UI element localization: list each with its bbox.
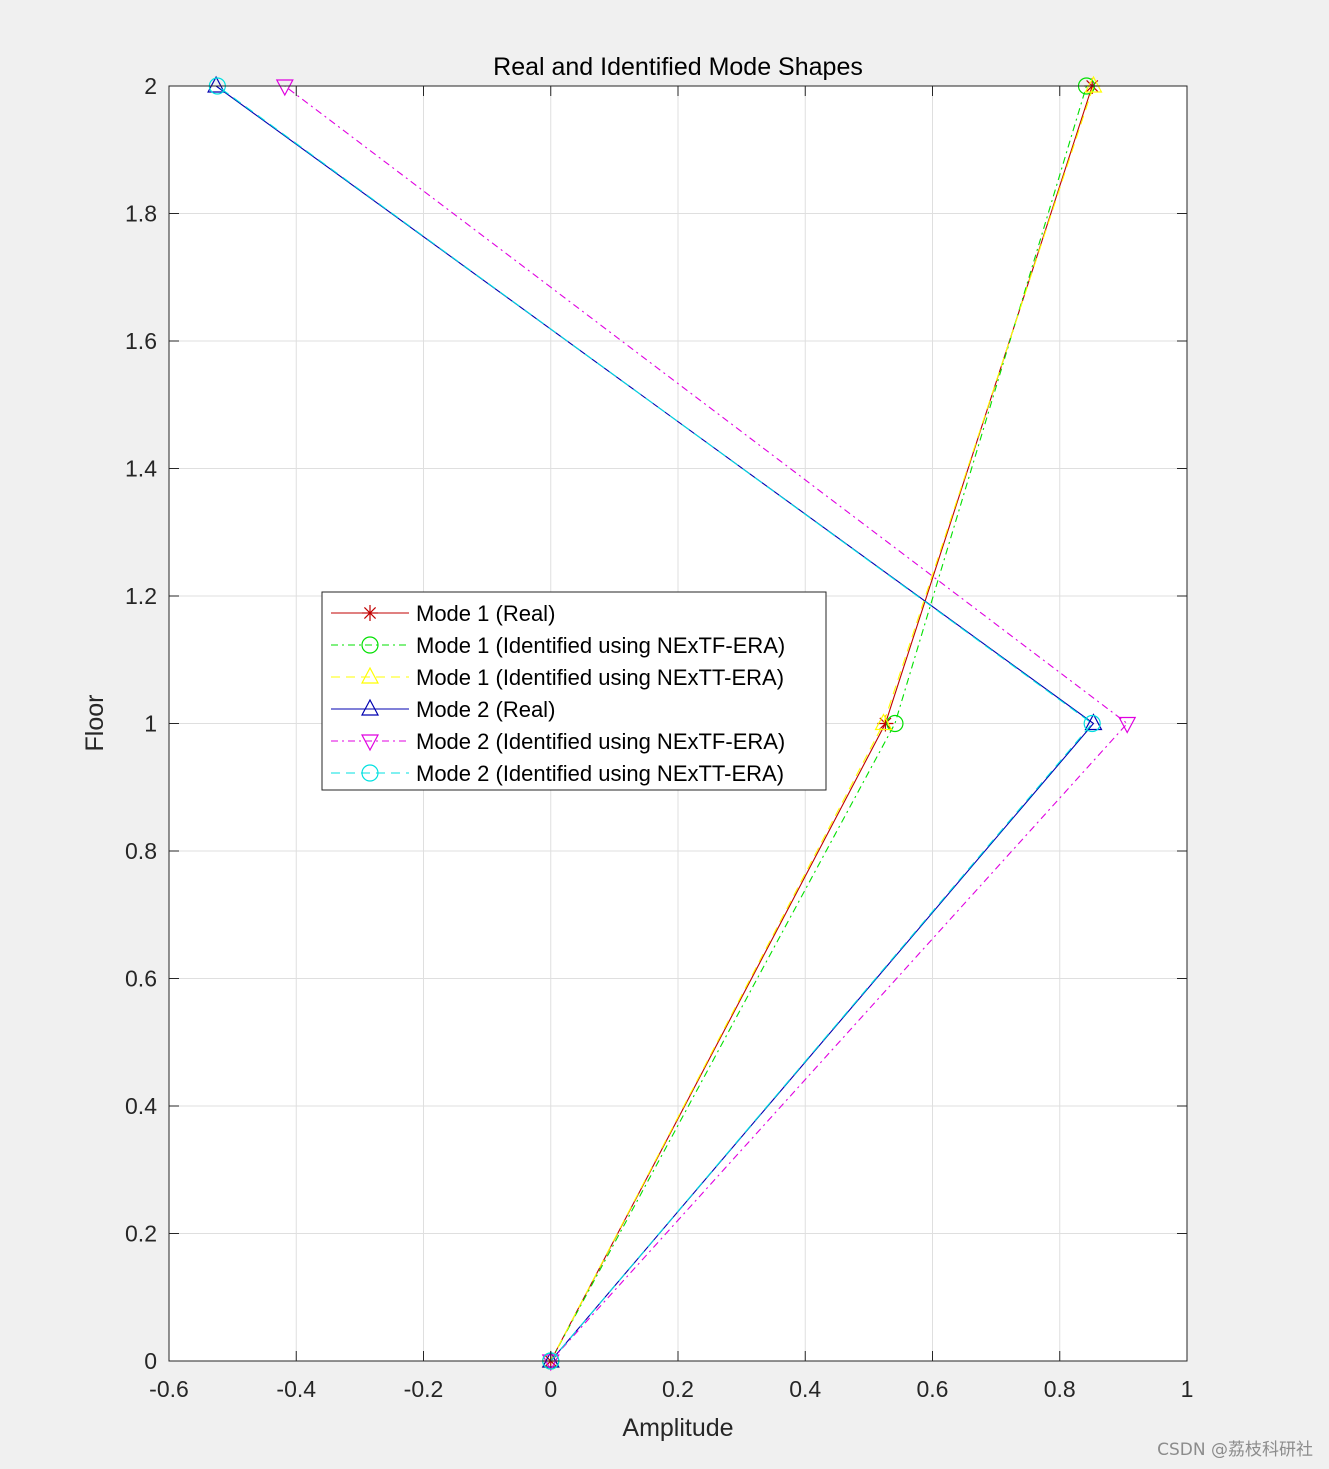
marker-legend-3 [361, 666, 379, 684]
legend-label: Mode 2 (Identified using NExTT-ERA) [416, 761, 784, 786]
x-tick-label: -0.2 [404, 1376, 444, 1402]
watermark: CSDN @荔枝科研社 [1157, 1440, 1313, 1460]
y-tick-label: 1 [144, 711, 157, 737]
marker-series-4 [207, 75, 226, 93]
marker-series-5 [1118, 716, 1137, 734]
y-tick-label: 1.8 [125, 201, 157, 227]
x-tick-label: 0.4 [789, 1376, 821, 1402]
series-4 [207, 75, 1103, 1368]
x-tick-label: -0.4 [276, 1376, 316, 1402]
marker-series-2 [886, 714, 904, 733]
x-tick-label: 1 [1181, 1376, 1194, 1402]
legend-label: Mode 1 (Identified using NExTF-ERA) [416, 633, 785, 658]
legend-entry-1: Mode 1 (Real) [331, 601, 555, 626]
legend-label: Mode 1 (Identified using NExTT-ERA) [416, 665, 784, 690]
marker-legend-6 [361, 764, 379, 782]
legend-box [321, 591, 827, 791]
legend-entry-4: Mode 2 (Real) [331, 697, 555, 722]
series-layer [207, 75, 1137, 1372]
legend-label: Mode 1 (Real) [416, 601, 555, 626]
legend: Mode 1 (Real) Mode 1 (Identified using NE… [321, 591, 827, 791]
legend-entry-2: Mode 1 (Identified using NExTF-ERA) [331, 633, 785, 658]
x-tick-label: 0 [544, 1376, 557, 1402]
x-tick-label: 0.6 [917, 1376, 949, 1402]
series-line-4 [215, 85, 1095, 1362]
y-tick-label: 1.2 [125, 583, 157, 609]
y-axis-title: Floor [81, 695, 109, 752]
x-tick-label: -0.6 [149, 1376, 189, 1402]
marker-series-6 [1083, 714, 1101, 733]
grid [168, 85, 1188, 1362]
legend-label: Mode 2 (Real) [416, 697, 555, 722]
x-axis-title: Amplitude [622, 1414, 733, 1442]
x-tick-label: 0.2 [662, 1376, 694, 1402]
marker-legend-4 [361, 698, 379, 716]
y-tick-label: 1.6 [125, 328, 157, 354]
x-tick-label: 0.8 [1044, 1376, 1076, 1402]
series-line-2 [550, 85, 1087, 1362]
marker-series-5 [275, 79, 294, 97]
marker-legend-1 [362, 605, 378, 621]
y-tick-label: 1.4 [125, 456, 157, 482]
legend-entry-6: Mode 2 (Identified using NExTT-ERA) [331, 761, 784, 786]
y-tick-label: 0.6 [125, 966, 157, 992]
y-tick-label: 0.8 [125, 838, 157, 864]
y-tick-label: 0.4 [125, 1093, 157, 1119]
series-line-6 [217, 85, 1094, 1362]
marker-series-4 [541, 1350, 560, 1368]
y-tick-label: 2 [144, 73, 157, 99]
legend-label: Mode 2 (Identified using NExTF-ERA) [416, 729, 785, 754]
legend-entry-3: Mode 1 (Identified using NExTT-ERA) [331, 665, 784, 690]
ticks: -0.6 -0.4 -0.2 0 0.2 0.4 0.6 0.8 1 0 0.2 0.4 0.6 0.8 1… [125, 73, 1193, 1402]
marker-legend-5 [361, 734, 379, 752]
chart-title: Real and Identified Mode Shapes [493, 53, 863, 81]
y-tick-label: 0 [144, 1348, 157, 1374]
y-tick-label: 0.2 [125, 1221, 157, 1247]
marker-series-3 [1084, 75, 1103, 93]
marker-series-4 [1084, 713, 1103, 731]
marker-legend-2 [361, 636, 379, 654]
legend-entry-5: Mode 2 (Identified using NExTF-ERA) [331, 729, 785, 754]
marker-series-3 [874, 713, 893, 731]
